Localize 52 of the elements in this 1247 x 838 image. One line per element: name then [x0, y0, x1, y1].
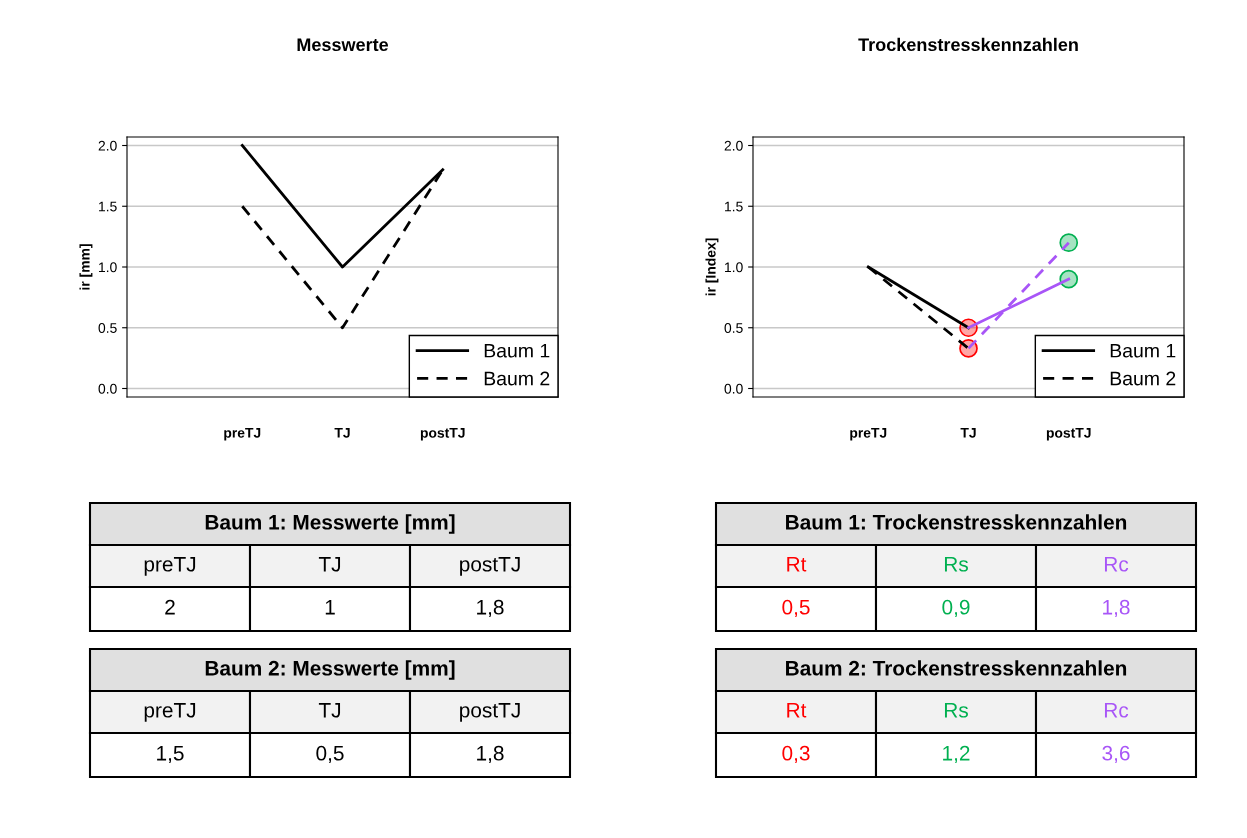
text: 1,8 — [477, 745, 504, 764]
text: Rs — [944, 703, 968, 718]
y-tick-label: 0.5 — [724, 323, 743, 333]
x-tick-label: postTJ — [1046, 428, 1091, 441]
text: Baum 1: Messwerte [mm] — [205, 514, 455, 534]
chart-title: Messwerte — [297, 38, 389, 52]
y-axis-title: ir [mm] — [79, 244, 93, 290]
text: Rt — [787, 557, 807, 572]
legend-label: Baum 2 — [484, 371, 550, 386]
text: 1,8 — [477, 599, 504, 618]
text: 2 — [165, 599, 175, 615]
text: Rc — [1104, 703, 1129, 718]
text: TJ — [318, 557, 341, 572]
text: Baum 1: Trockenstresskennzahlen — [786, 514, 1127, 530]
x-tick-label: preTJ — [850, 428, 887, 441]
y-tick-label: 1.0 — [725, 262, 743, 273]
y-tick-label: 2.0 — [724, 140, 743, 151]
text: 1,5 — [157, 746, 184, 764]
legend-label: Baum 1 — [484, 343, 550, 358]
text: 3,6 — [1102, 745, 1130, 764]
text: Rs — [944, 557, 968, 572]
y-tick-label: 1.0 — [99, 262, 117, 273]
text: postTJ — [460, 557, 520, 576]
text: postTJ — [460, 703, 520, 722]
x-tick-label: TJ — [334, 428, 350, 438]
y-axis-title: ir [Index] — [705, 238, 719, 296]
text: Baum 2: Messwerte [mm] — [205, 660, 455, 680]
legend-label: Baum 1 — [1110, 343, 1176, 358]
text: Baum 2: Trockenstresskennzahlen — [786, 660, 1127, 676]
text: 0,3 — [782, 745, 810, 764]
x-tick-label: TJ — [960, 428, 976, 438]
text: 1,8 — [1103, 599, 1130, 618]
legend-label: Baum 2 — [1110, 371, 1176, 386]
text: 1,2 — [943, 745, 970, 764]
chart-title: Trockenstresskennzahlen — [858, 37, 1078, 52]
text: preTJ — [144, 557, 196, 576]
y-tick-label: 0.0 — [98, 383, 117, 394]
text: Rt — [787, 703, 807, 718]
text: 0,5 — [782, 599, 810, 618]
y-tick-label: 0.5 — [98, 323, 117, 333]
text: 0,5 — [316, 745, 344, 764]
text: 0,9 — [942, 599, 970, 618]
text: TJ — [318, 703, 341, 718]
text: 1 — [325, 600, 335, 615]
y-tick-label: 1.5 — [725, 201, 743, 212]
text: Rc — [1104, 557, 1129, 572]
x-tick-label: preTJ — [224, 428, 261, 441]
text: preTJ — [144, 703, 196, 722]
x-tick-label: postTJ — [420, 428, 465, 441]
y-tick-label: 2.0 — [98, 140, 117, 151]
y-tick-label: 0.0 — [724, 383, 743, 394]
y-tick-label: 1.5 — [99, 201, 117, 212]
